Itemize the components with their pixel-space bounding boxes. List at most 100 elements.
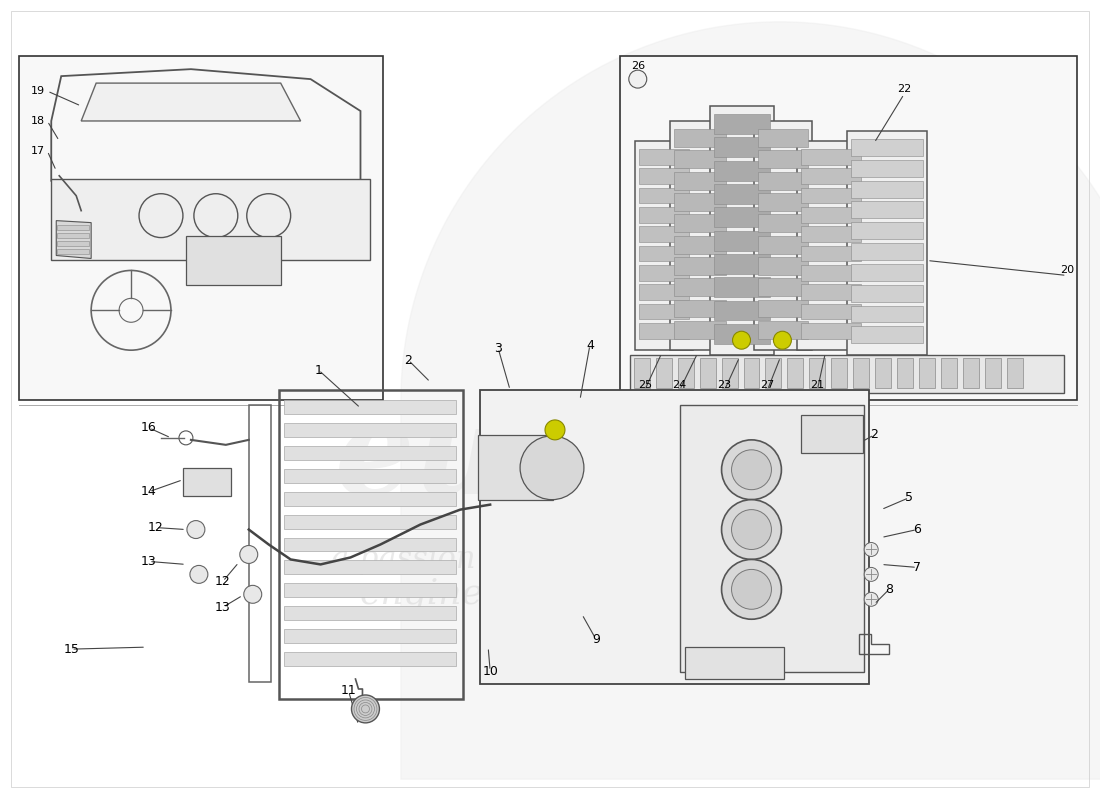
Circle shape: [865, 542, 878, 557]
Bar: [639, 187, 689, 203]
Bar: [802, 265, 861, 281]
Circle shape: [732, 570, 771, 610]
Text: 2: 2: [870, 428, 878, 442]
Polygon shape: [81, 83, 300, 121]
Text: 17: 17: [31, 146, 45, 156]
Circle shape: [732, 510, 771, 550]
Bar: [284, 446, 456, 460]
Bar: [673, 321, 726, 339]
Bar: [673, 257, 726, 275]
Text: 18: 18: [31, 116, 45, 126]
Text: eu: eu: [336, 399, 506, 521]
Bar: [700, 358, 716, 388]
Bar: [186, 235, 280, 286]
Text: 21: 21: [811, 380, 824, 390]
Circle shape: [520, 436, 584, 500]
Bar: [284, 423, 456, 437]
Bar: [714, 254, 770, 274]
Bar: [284, 538, 456, 551]
Bar: [684, 647, 784, 679]
Bar: [851, 285, 923, 302]
Bar: [639, 284, 689, 300]
Bar: [678, 358, 694, 388]
Text: 23: 23: [717, 380, 732, 390]
Text: 11: 11: [341, 685, 356, 698]
Bar: [714, 324, 770, 344]
Bar: [802, 323, 861, 339]
Bar: [798, 141, 866, 350]
Bar: [639, 207, 689, 223]
Text: 20: 20: [1059, 266, 1074, 275]
Circle shape: [865, 592, 878, 606]
Bar: [766, 358, 781, 388]
Bar: [57, 225, 89, 230]
Bar: [284, 514, 456, 529]
Bar: [851, 181, 923, 198]
Text: 12: 12: [148, 521, 164, 534]
Bar: [57, 241, 89, 246]
Text: engines: engines: [359, 578, 502, 611]
Bar: [710, 106, 774, 355]
Bar: [284, 630, 456, 643]
Bar: [714, 301, 770, 321]
Bar: [481, 390, 869, 684]
Bar: [744, 358, 759, 388]
Bar: [619, 56, 1077, 400]
Bar: [478, 435, 553, 500]
Bar: [851, 202, 923, 218]
Bar: [920, 358, 935, 388]
Bar: [630, 355, 1064, 393]
Bar: [656, 358, 672, 388]
Bar: [759, 214, 808, 232]
Bar: [284, 400, 456, 414]
Circle shape: [722, 440, 781, 500]
Circle shape: [352, 695, 379, 723]
Bar: [714, 230, 770, 250]
Bar: [759, 235, 808, 254]
Bar: [759, 129, 808, 147]
Circle shape: [865, 567, 878, 582]
Bar: [802, 207, 861, 223]
Bar: [802, 246, 861, 262]
Bar: [759, 257, 808, 275]
Text: 4: 4: [586, 338, 594, 352]
Bar: [634, 358, 650, 388]
Bar: [984, 358, 1001, 388]
Bar: [673, 278, 726, 296]
Bar: [714, 207, 770, 227]
Text: 15: 15: [64, 642, 79, 656]
Bar: [278, 390, 463, 699]
Text: 5: 5: [905, 491, 913, 504]
Circle shape: [732, 450, 771, 490]
Bar: [20, 56, 384, 400]
Bar: [802, 415, 864, 453]
Bar: [673, 150, 726, 168]
Text: 19: 19: [31, 86, 45, 96]
Bar: [759, 278, 808, 296]
Bar: [802, 187, 861, 203]
Text: 22: 22: [896, 84, 911, 94]
Bar: [755, 121, 812, 350]
Bar: [57, 249, 89, 254]
Text: 3: 3: [494, 342, 502, 354]
Bar: [759, 321, 808, 339]
Bar: [284, 469, 456, 482]
Bar: [714, 278, 770, 297]
Bar: [851, 160, 923, 177]
Bar: [851, 264, 923, 281]
Circle shape: [240, 546, 257, 563]
Bar: [673, 171, 726, 190]
Bar: [673, 299, 726, 318]
Text: 26: 26: [630, 61, 645, 71]
Bar: [722, 358, 737, 388]
Circle shape: [629, 70, 647, 88]
Polygon shape: [56, 221, 91, 258]
Circle shape: [773, 331, 791, 349]
Text: 7: 7: [913, 561, 921, 574]
Text: 8: 8: [886, 583, 893, 596]
Text: 2: 2: [405, 354, 412, 366]
Circle shape: [190, 566, 208, 583]
Bar: [249, 405, 271, 682]
Bar: [680, 405, 865, 672]
Circle shape: [722, 559, 781, 619]
